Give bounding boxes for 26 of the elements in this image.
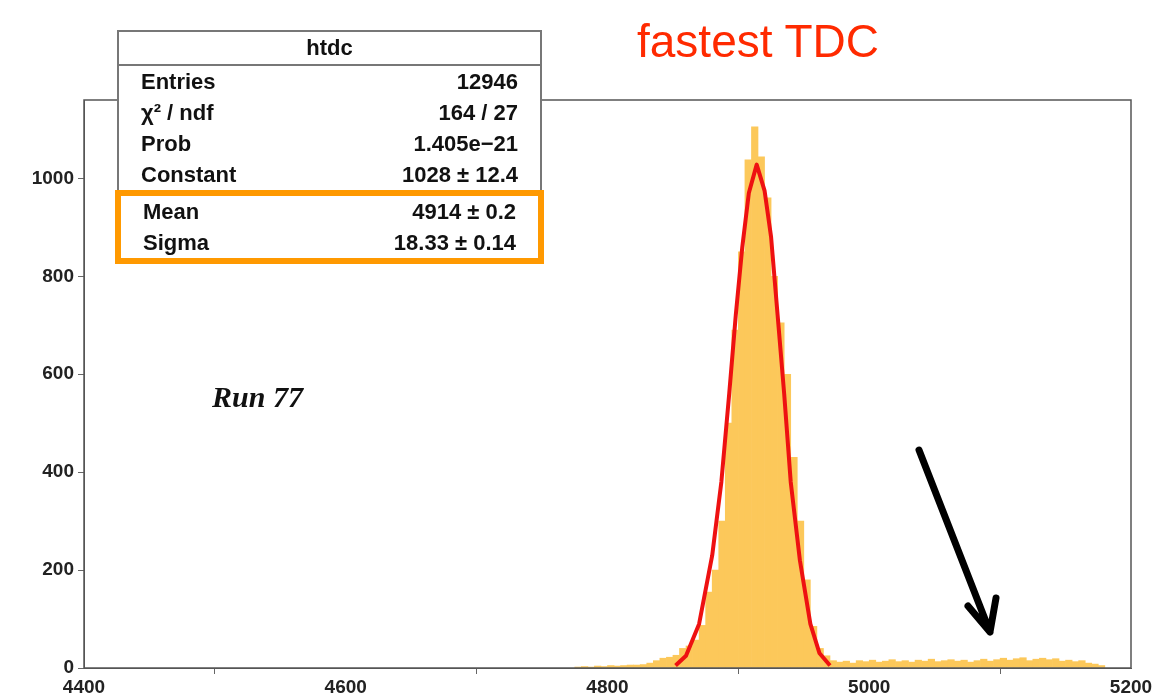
y-tick-label: 1000 bbox=[31, 166, 74, 188]
annotation: 4914 ± 0.2 bbox=[412, 198, 516, 225]
annotation: 18.33 ± 0.14 bbox=[393, 229, 516, 256]
annotation: Sigma bbox=[143, 229, 210, 256]
text: 12946 bbox=[456, 68, 518, 95]
x-tick-label: 4800 bbox=[586, 675, 629, 697]
annotation: Mean bbox=[143, 198, 200, 225]
annotation: Prob bbox=[141, 130, 192, 157]
chart-title: fastest TDC bbox=[637, 14, 879, 68]
x-tick-label: 4600 bbox=[324, 675, 367, 697]
x-tick-label: 5200 bbox=[1109, 675, 1153, 697]
annotation: 1028 ± 12.4 bbox=[401, 161, 518, 188]
annotation: 164 / 27 bbox=[438, 99, 518, 126]
x-tick-label: 5000 bbox=[848, 675, 891, 697]
annotation: 1.405e−21 bbox=[413, 130, 518, 157]
annotation: Constant bbox=[141, 161, 237, 188]
y-tick-label: 800 bbox=[42, 264, 74, 286]
y-tick-label: 600 bbox=[42, 362, 74, 384]
y-tick-label: 0 bbox=[63, 656, 74, 678]
y-tick-label: 200 bbox=[42, 558, 74, 580]
text: Entries bbox=[141, 68, 216, 95]
annotation: Run 77 bbox=[212, 380, 303, 414]
y-tick-label: 400 bbox=[42, 460, 74, 482]
annotation: χ² / ndf bbox=[141, 99, 214, 126]
text: htdc bbox=[119, 32, 540, 66]
x-tick-label: 4400 bbox=[62, 675, 106, 697]
